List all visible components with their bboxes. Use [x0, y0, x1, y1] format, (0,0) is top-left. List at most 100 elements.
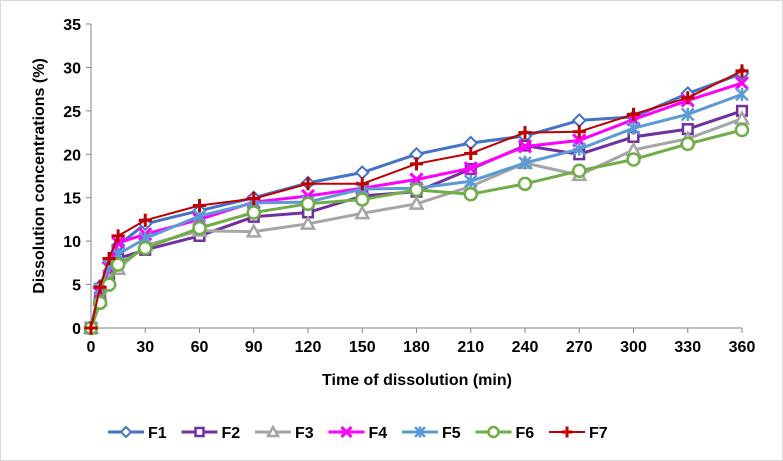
marker-plus	[355, 177, 369, 191]
marker-diamond	[119, 425, 133, 439]
marker-plus	[138, 213, 152, 227]
series-line	[89, 128, 743, 329]
x-tick-label: 300	[620, 339, 647, 356]
marker-plus	[561, 426, 573, 438]
marker-plus	[464, 146, 478, 161]
series-line	[89, 92, 743, 329]
marker-circle	[409, 182, 424, 198]
series-f6	[83, 122, 750, 336]
marker-plus	[572, 125, 586, 139]
y-tick-labels: 0 5 10 15 20 25 30 35	[63, 17, 81, 338]
y-tick-label: 0	[72, 321, 81, 338]
marker-triangle	[299, 215, 317, 230]
legend-item-f1: F1	[108, 425, 167, 442]
x-tick-label: 150	[349, 339, 376, 356]
axes	[86, 23, 743, 333]
legend-label: F5	[442, 425, 461, 442]
x-tick-label: 30	[136, 339, 154, 356]
series-line	[90, 70, 743, 329]
marker-triangle	[245, 223, 262, 238]
x-tick-label: 330	[674, 339, 701, 356]
marker-circle	[246, 205, 261, 220]
legend-label: F6	[516, 425, 535, 442]
legend: F1 F2 F3 F4 F5 F6 F7	[108, 424, 608, 442]
marker-plus	[409, 157, 424, 171]
x-tick-label: 120	[295, 339, 322, 356]
x-tick-label: 90	[245, 339, 263, 356]
y-tick-label: 30	[63, 60, 81, 77]
series-f7	[84, 64, 749, 335]
legend-item-f3: F3	[255, 424, 314, 442]
marker-circle	[192, 220, 207, 236]
marker-x	[463, 161, 478, 176]
marker-circle	[110, 257, 126, 272]
marker-star	[735, 87, 749, 102]
marker-circle	[734, 122, 750, 138]
marker-circle	[517, 176, 533, 192]
marker-plus	[102, 251, 116, 266]
marker-plus	[301, 177, 315, 191]
series-f2	[84, 104, 749, 335]
x-tick-label: 270	[566, 339, 593, 356]
marker-x	[340, 425, 353, 439]
x-tick-labels: 0 30 60 90 120 150 180 210 240 270 300 330 360	[87, 339, 756, 356]
marker-circle	[626, 152, 641, 167]
marker-plus	[735, 64, 749, 78]
legend-item-f5: F5	[402, 425, 461, 442]
marker-circle	[572, 163, 587, 179]
marker-plus	[518, 125, 532, 140]
series-line	[89, 81, 743, 329]
x-axis-title: Time of dissolution (min)	[322, 372, 512, 389]
marker-circle	[101, 277, 117, 292]
marker-circle	[355, 192, 370, 207]
x-tick-label: 360	[729, 339, 756, 356]
marker-circle	[463, 186, 478, 202]
marker-triangle	[354, 204, 371, 220]
y-tick-label: 15	[63, 191, 81, 208]
legend-label: F7	[589, 425, 608, 442]
series-f5	[84, 87, 749, 335]
x-tick-label: 0	[87, 339, 96, 356]
marker-star	[518, 156, 532, 170]
y-axis-title: Dissolution concentrations (%)	[31, 58, 48, 294]
y-tick-label: 35	[63, 17, 81, 34]
marker-star	[463, 174, 478, 189]
y-tick-label: 25	[63, 104, 81, 121]
marker-diamond	[354, 165, 370, 180]
marker-star	[626, 121, 641, 136]
marker-x	[517, 139, 533, 154]
y-tick-label: 10	[63, 234, 81, 251]
marker-circle	[680, 136, 695, 152]
marker-star	[680, 107, 695, 122]
legend-item-f6: F6	[475, 425, 535, 442]
marker-circle	[138, 240, 153, 256]
marker-circle	[300, 196, 316, 212]
marker-plus	[247, 191, 261, 206]
marker-diamond	[571, 112, 587, 128]
legend-label: F2	[222, 425, 241, 442]
legend-label: F3	[295, 425, 314, 442]
x-tick-label: 180	[403, 339, 430, 356]
x-tick-label: 210	[457, 339, 484, 356]
marker-circle	[487, 425, 500, 439]
legend-item-f4: F4	[328, 425, 388, 442]
marker-plus	[111, 229, 125, 243]
y-tick-label: 5	[72, 278, 81, 295]
legend-label: F1	[148, 425, 167, 442]
legend-item-f7: F7	[549, 425, 608, 442]
marker-plus	[626, 107, 641, 121]
legend-label: F4	[369, 425, 388, 442]
marker-plus	[192, 198, 207, 213]
y-tick-label: 20	[63, 147, 81, 164]
marker-triangle	[265, 424, 281, 438]
marker-star	[414, 426, 426, 438]
marker-x	[734, 76, 750, 91]
marker-star	[572, 142, 587, 156]
series-layer	[82, 64, 751, 336]
legend-item-f2: F2	[181, 425, 241, 442]
marker-plus	[93, 280, 107, 294]
marker-triangle	[408, 195, 425, 210]
marker-plus	[681, 91, 695, 105]
